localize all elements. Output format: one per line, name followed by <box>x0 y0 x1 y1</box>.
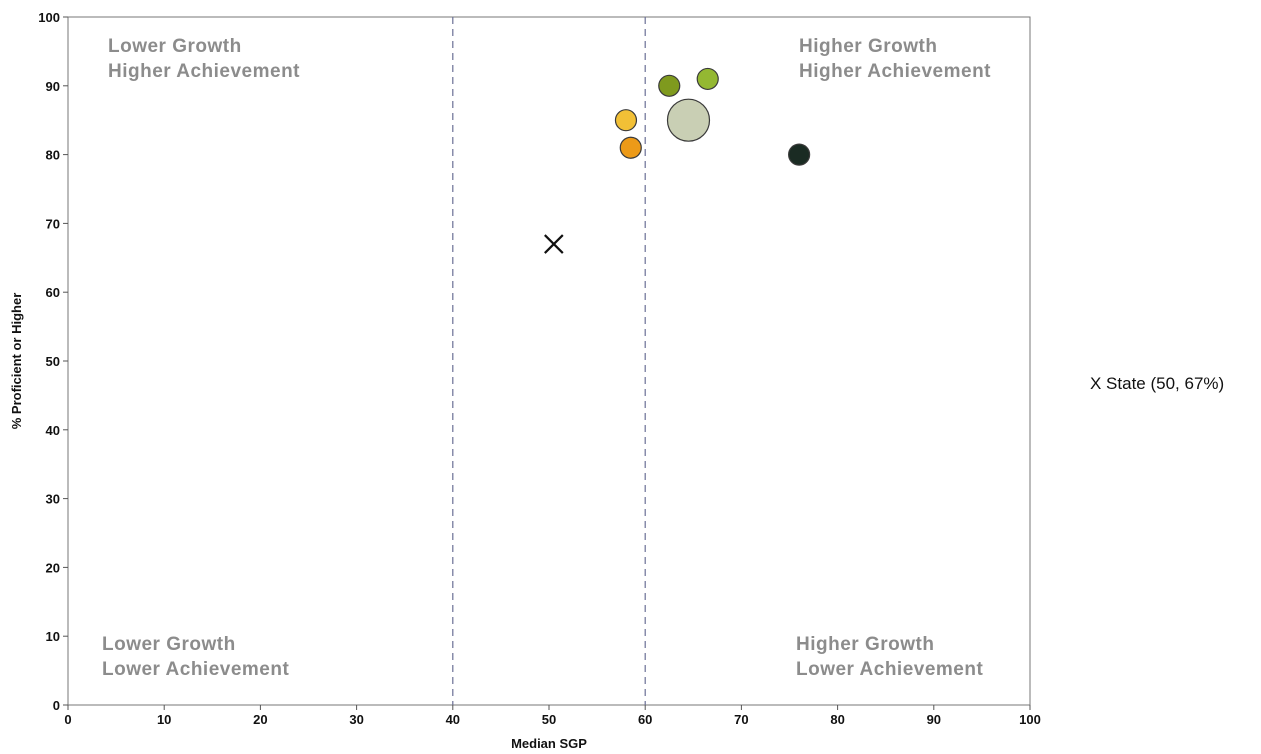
quadrant-label-bottom-left-line2: Lower Achievement <box>102 659 289 680</box>
x-tick-label: 80 <box>830 712 844 727</box>
x-tick-label: 0 <box>64 712 71 727</box>
x-tick-label: 60 <box>638 712 652 727</box>
quadrant-label-top-left-line2: Higher Achievement <box>108 61 300 82</box>
x-tick-label: 100 <box>1019 712 1041 727</box>
x-tick-label: 50 <box>542 712 556 727</box>
y-axis-ticks: 0 10 20 30 40 50 60 70 80 90 100 <box>38 10 68 713</box>
data-point-large <box>666 98 711 142</box>
data-point <box>619 136 642 159</box>
data-point <box>614 109 638 132</box>
state-marker <box>544 234 564 254</box>
legend-state: X State (50, 67%) <box>1090 374 1224 393</box>
y-tick-label: 0 <box>53 698 60 713</box>
quadrant-label-bottom-right-line2: Lower Achievement <box>796 659 983 680</box>
y-tick-label: 100 <box>38 10 60 25</box>
data-points <box>614 67 811 166</box>
quadrant-label-top-left-line1: Lower Growth <box>108 36 242 57</box>
y-tick-label: 30 <box>46 492 60 507</box>
quadrant-label-top-right-line2: Higher Achievement <box>799 61 991 82</box>
y-axis-title: % Proficient or Higher <box>9 293 24 430</box>
state-marker-stroke <box>544 234 564 254</box>
plot-area <box>67 16 1031 706</box>
data-point <box>696 67 719 91</box>
y-tick-label: 60 <box>46 285 60 300</box>
y-tick-label: 20 <box>46 560 60 575</box>
reference-lines <box>452 17 646 705</box>
x-tick-label: 20 <box>253 712 267 727</box>
y-tick-label: 90 <box>46 79 60 94</box>
quadrant-label-top-right-line1: Higher Growth <box>799 36 937 57</box>
x-tick-label: 40 <box>446 712 460 727</box>
data-point <box>788 143 811 166</box>
x-tick-label: 30 <box>349 712 363 727</box>
data-point <box>658 74 681 97</box>
y-tick-label: 50 <box>46 354 60 369</box>
y-tick-label: 70 <box>46 216 60 231</box>
x-tick-label: 90 <box>927 712 941 727</box>
y-tick-label: 40 <box>46 423 60 438</box>
x-axis-title: Median SGP <box>511 736 587 751</box>
x-tick-label: 10 <box>157 712 171 727</box>
y-tick-label: 80 <box>46 148 60 163</box>
quadrant-label-bottom-right-line1: Higher Growth <box>796 634 934 655</box>
x-axis-ticks: 0 10 20 30 40 50 60 70 80 90 100 <box>64 705 1041 727</box>
quadrant-label-bottom-left-line1: Lower Growth <box>102 634 236 655</box>
y-tick-label: 10 <box>46 629 60 644</box>
x-tick-label: 70 <box>734 712 748 727</box>
